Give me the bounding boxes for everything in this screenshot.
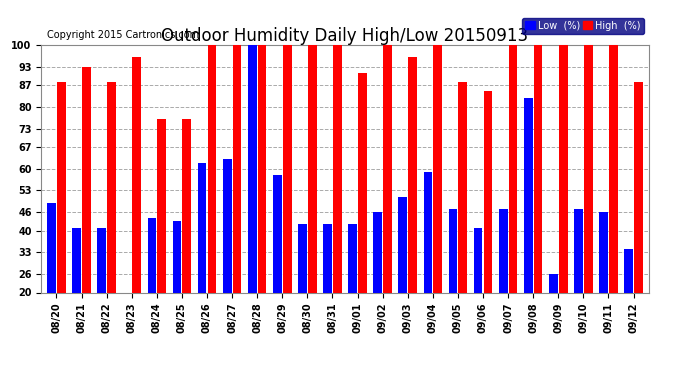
Bar <box>223 159 232 292</box>
Bar <box>248 45 257 292</box>
Bar <box>348 224 357 292</box>
Bar <box>273 175 282 292</box>
Bar <box>182 119 191 292</box>
Bar <box>484 92 492 292</box>
Bar <box>333 45 342 292</box>
Bar <box>172 221 181 292</box>
Bar <box>424 172 433 292</box>
Bar <box>624 249 633 292</box>
Bar <box>448 209 457 292</box>
Bar <box>132 57 141 292</box>
Bar <box>82 67 91 292</box>
Text: Copyright 2015 Cartronics.com: Copyright 2015 Cartronics.com <box>48 30 199 40</box>
Bar <box>358 73 367 292</box>
Bar <box>574 209 583 292</box>
Legend: Low  (%), High  (%): Low (%), High (%) <box>522 18 644 33</box>
Bar <box>474 228 482 292</box>
Bar <box>584 45 593 292</box>
Bar <box>47 203 56 292</box>
Bar <box>298 224 307 292</box>
Bar <box>57 82 66 292</box>
Bar <box>257 45 266 292</box>
Bar <box>148 218 157 292</box>
Bar <box>72 228 81 292</box>
Bar <box>599 212 608 292</box>
Title: Outdoor Humidity Daily High/Low 20150913: Outdoor Humidity Daily High/Low 20150913 <box>161 27 529 45</box>
Bar <box>107 82 116 292</box>
Bar <box>323 224 332 292</box>
Bar <box>408 57 417 292</box>
Bar <box>157 119 166 292</box>
Bar <box>208 45 216 292</box>
Bar <box>458 82 467 292</box>
Bar <box>198 163 206 292</box>
Bar <box>533 45 542 292</box>
Bar <box>283 45 292 292</box>
Bar <box>559 45 568 292</box>
Bar <box>509 45 518 292</box>
Bar <box>524 98 533 292</box>
Bar <box>373 212 382 292</box>
Bar <box>609 45 618 292</box>
Bar <box>549 274 558 292</box>
Bar <box>97 228 106 292</box>
Bar <box>233 45 241 292</box>
Bar <box>433 45 442 292</box>
Bar <box>308 45 317 292</box>
Bar <box>383 45 392 292</box>
Bar <box>398 196 407 292</box>
Bar <box>499 209 508 292</box>
Bar <box>634 82 643 292</box>
